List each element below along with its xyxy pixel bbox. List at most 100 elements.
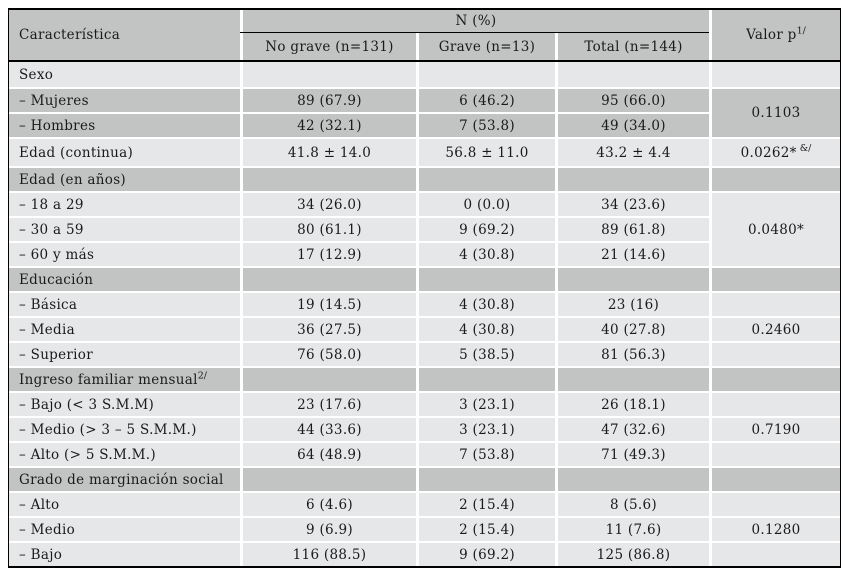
header-cell-total: Total (n=144)	[555, 33, 709, 60]
cell-no-grave: 6 (4.6)	[240, 491, 416, 516]
header-cell-valor-p: Valor p1/	[709, 10, 840, 60]
cell-label: – Media	[9, 316, 240, 341]
cell-label: – Medio	[9, 516, 240, 541]
table-row: – Alto (> 5 S.M.M.) 64 (48.9) 7 (53.8) 7…	[9, 441, 840, 466]
cell-no-grave: 76 (58.0)	[240, 341, 416, 366]
cell-grave: 4 (30.8)	[416, 241, 555, 266]
cell-p-value: 0.7190	[709, 416, 840, 441]
table-row: – Básica 19 (14.5) 4 (30.8) 23 (16)	[9, 291, 840, 316]
cell-total	[555, 166, 709, 191]
cell-total: 125 (86.8)	[555, 541, 709, 566]
cell-total: 71 (49.3)	[555, 441, 709, 466]
table-row: – Alto 6 (4.6) 2 (15.4) 8 (5.6)	[9, 491, 840, 516]
cell-total	[555, 266, 709, 291]
cell-no-grave: 41.8 ± 14.0	[240, 137, 416, 166]
cell-p-empty	[709, 62, 840, 87]
cell-label: – Alto (> 5 S.M.M.)	[9, 441, 240, 466]
cell-grave: 3 (23.1)	[416, 416, 555, 441]
cell-label: – 18 a 29	[9, 191, 240, 216]
table-row: Edad (continua) 41.8 ± 14.0 56.8 ± 11.0 …	[9, 137, 840, 166]
header-cell-n-pct: N (%)	[240, 10, 709, 32]
cell-total: 8 (5.6)	[555, 491, 709, 516]
table-row: – 30 a 59 80 (61.1) 9 (69.2) 89 (61.8)	[9, 216, 840, 241]
cell-p-empty	[709, 366, 840, 391]
table-row: Educación	[9, 266, 840, 291]
cell-grave: 6 (46.2)	[416, 87, 555, 112]
cell-grave	[416, 466, 555, 491]
table-row: Edad (en años)	[9, 166, 840, 191]
cell-label: Edad (en años)	[9, 166, 240, 191]
cell-p-empty	[709, 341, 840, 366]
cell-total: 95 (66.0)	[555, 87, 709, 112]
cell-p-empty	[709, 391, 840, 416]
cell-no-grave	[240, 366, 416, 391]
table-row: – Superior 76 (58.0) 5 (38.5) 81 (56.3)	[9, 341, 840, 366]
cell-grave: 3 (23.1)	[416, 391, 555, 416]
cell-no-grave	[240, 266, 416, 291]
cell-grave	[416, 62, 555, 87]
cell-total: 23 (16)	[555, 291, 709, 316]
cell-p-empty	[709, 541, 840, 566]
cell-total: 89 (61.8)	[555, 216, 709, 241]
cell-no-grave: 42 (32.1)	[240, 112, 416, 137]
header-row-1: Característica N (%) Valor p1/	[9, 10, 840, 60]
table-row: – Medio (> 3 – 5 S.M.M.) 44 (33.6) 3 (23…	[9, 416, 840, 441]
cell-no-grave	[240, 166, 416, 191]
cell-grave: 56.8 ± 11.0	[416, 137, 555, 166]
cell-no-grave: 23 (17.6)	[240, 391, 416, 416]
cell-label: – Hombres	[9, 112, 240, 137]
cell-grave: 7 (53.8)	[416, 112, 555, 137]
cell-grave: 0 (0.0)	[416, 191, 555, 216]
table-row: – Medio 9 (6.9) 2 (15.4) 11 (7.6) 0.1280	[9, 516, 840, 541]
cell-total	[555, 466, 709, 491]
cell-total	[555, 62, 709, 87]
cell-label: Ingreso familiar mensual2/	[9, 366, 240, 391]
black-rule	[240, 32, 709, 33]
cell-total: 26 (18.1)	[555, 391, 709, 416]
cell-grave: 4 (30.8)	[416, 291, 555, 316]
cell-grave: 9 (69.2)	[416, 216, 555, 241]
table-row: Grado de marginación social	[9, 466, 840, 491]
cell-p-value: 0.2460	[709, 316, 840, 341]
table-row: – Media 36 (27.5) 4 (30.8) 40 (27.8) 0.2…	[9, 316, 840, 341]
cell-no-grave: 9 (6.9)	[240, 516, 416, 541]
cell-no-grave: 89 (67.9)	[240, 87, 416, 112]
cell-p-value: 0.1103	[709, 87, 840, 137]
cell-label: – Medio (> 3 – 5 S.M.M.)	[9, 416, 240, 441]
cell-p-empty	[709, 166, 840, 191]
cell-label: – Mujeres	[9, 87, 240, 112]
cell-p-empty	[709, 466, 840, 491]
cell-total: 40 (27.8)	[555, 316, 709, 341]
cell-label: – Bajo (< 3 S.M.M)	[9, 391, 240, 416]
valor-p-label: Valor p	[746, 27, 797, 43]
cell-no-grave: 80 (61.1)	[240, 216, 416, 241]
cell-label: – 30 a 59	[9, 216, 240, 241]
table-row: – Mujeres 89 (67.9) 6 (46.2) 95 (66.0) 0…	[9, 87, 840, 137]
row-label-text: Ingreso familiar mensual	[19, 371, 198, 388]
table-row: – Hombres 42 (32.1) 7 (53.8) 49 (34.0)	[9, 112, 840, 137]
black-rule	[9, 60, 840, 62]
cell-total: 81 (56.3)	[555, 341, 709, 366]
cell-p-value: 0.0480*	[709, 191, 840, 266]
cell-grave: 2 (15.4)	[416, 516, 555, 541]
cell-no-grave	[240, 62, 416, 87]
header-cell-grave: Grave (n=13)	[416, 33, 555, 60]
cell-total: 34 (23.6)	[555, 191, 709, 216]
header-inner-rule	[9, 32, 840, 33]
header-cell-caracteristica: Característica	[9, 10, 240, 60]
cell-p-empty	[709, 266, 840, 291]
p-value-text: 0.0262*	[740, 144, 797, 161]
cell-no-grave: 17 (12.9)	[240, 241, 416, 266]
table-row: Sexo	[9, 62, 840, 87]
cell-label: – Superior	[9, 341, 240, 366]
cell-no-grave	[240, 466, 416, 491]
row-label-footnote-mark: 2/	[197, 370, 207, 381]
cell-grave: 9 (69.2)	[416, 541, 555, 566]
cell-grave	[416, 166, 555, 191]
cell-grave: 4 (30.8)	[416, 316, 555, 341]
header-cell-no-grave: No grave (n=131)	[240, 33, 416, 60]
cell-label: – Alto	[9, 491, 240, 516]
cell-no-grave: 36 (27.5)	[240, 316, 416, 341]
cell-grave	[416, 266, 555, 291]
cell-grave: 2 (15.4)	[416, 491, 555, 516]
